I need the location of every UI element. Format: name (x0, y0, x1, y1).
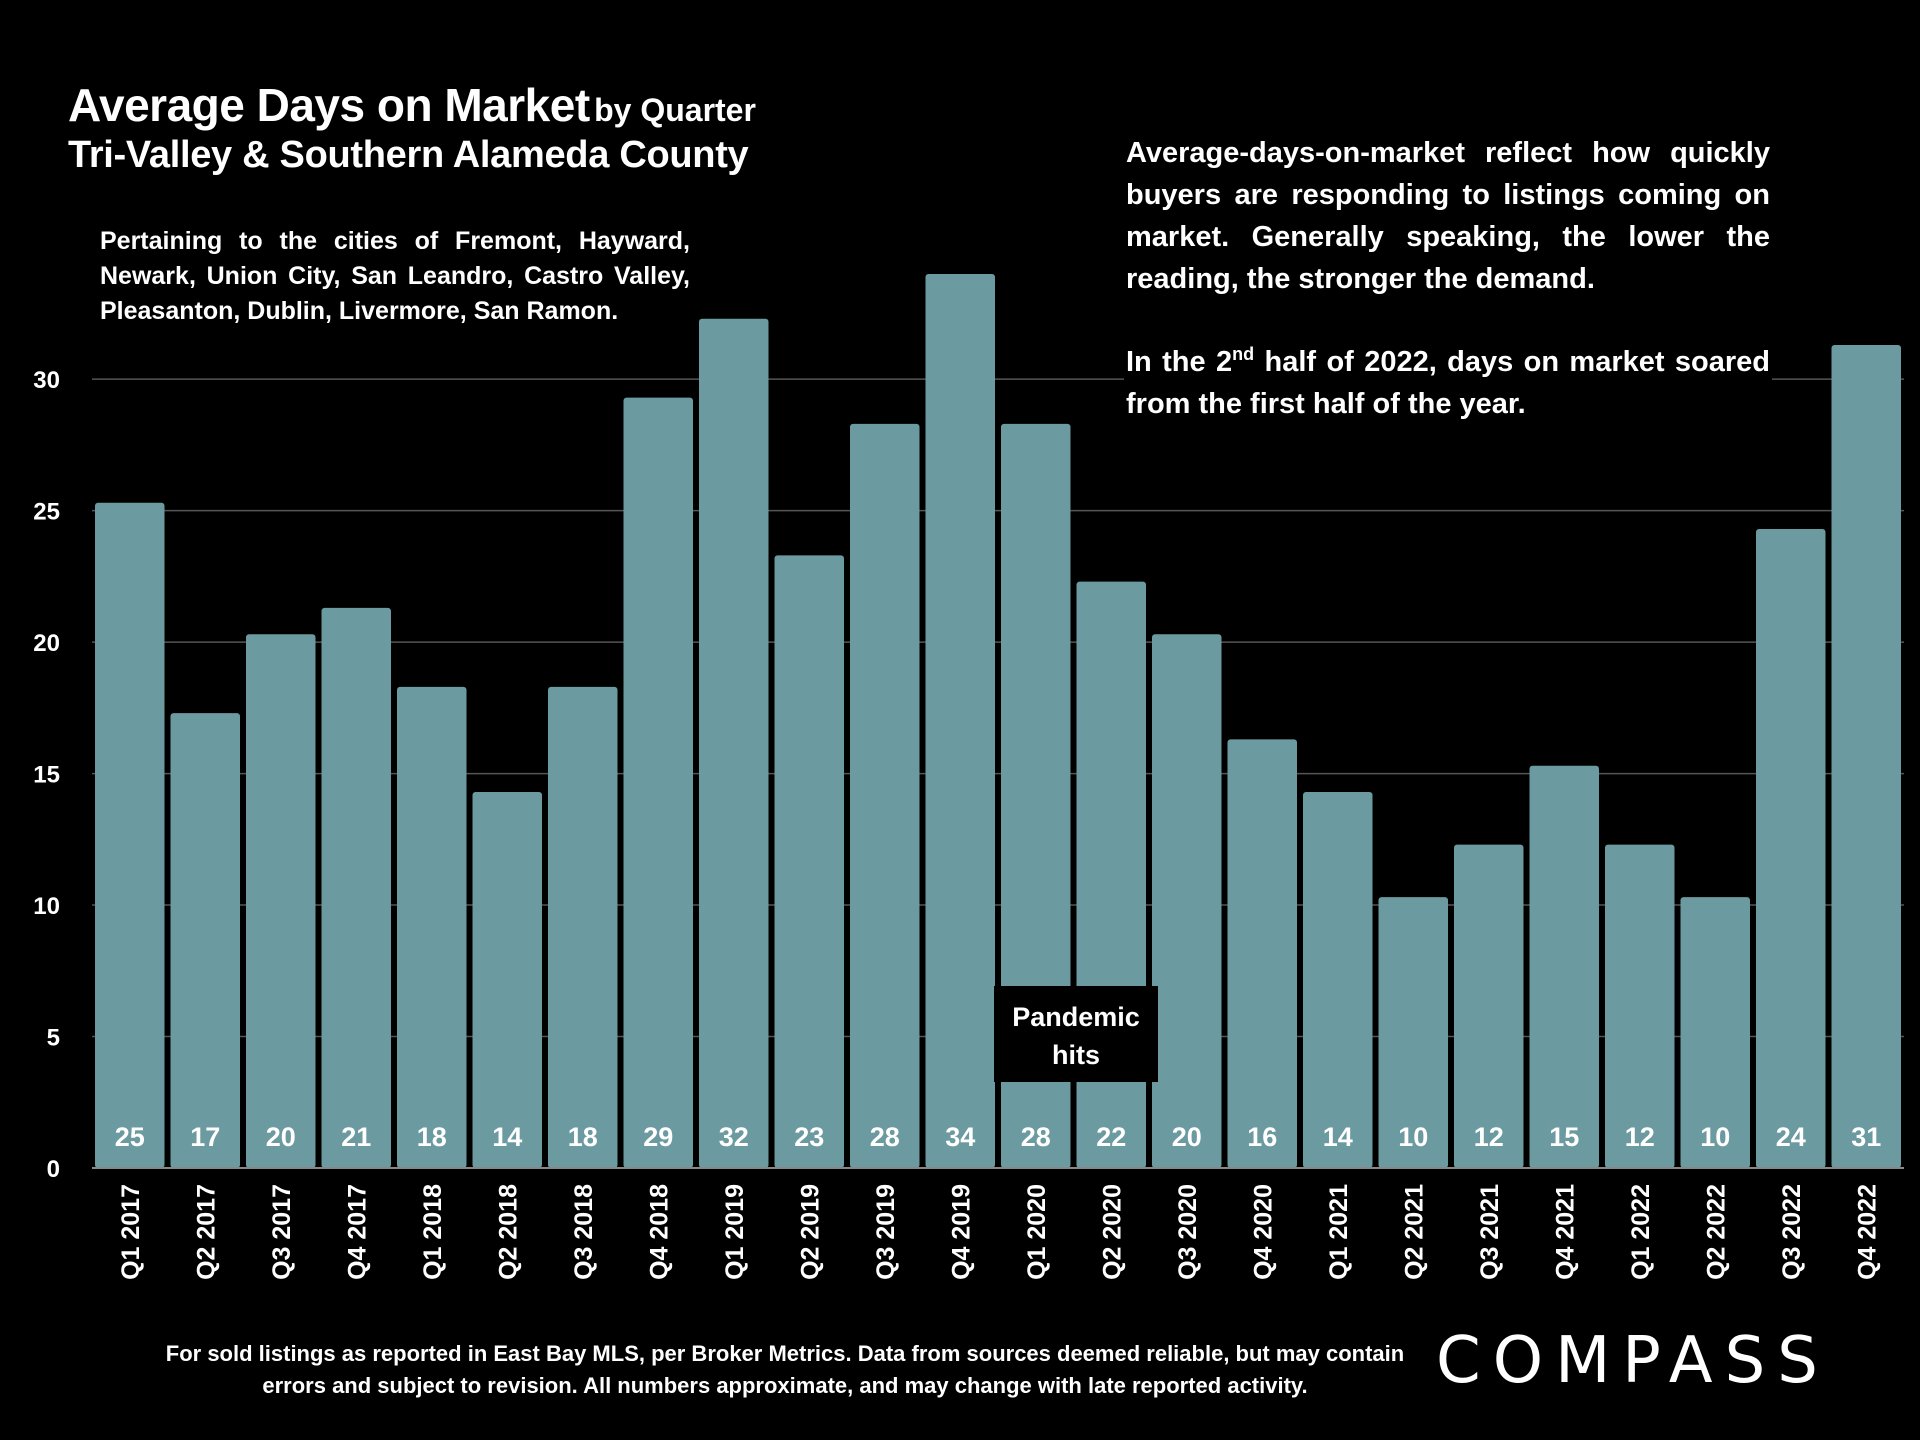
y-tick-label: 30 (33, 367, 60, 394)
explanation-paragraph-1: Average-days-on-market reflect how quick… (1126, 137, 1770, 295)
x-tick-label: Q3 2019 (872, 1184, 900, 1280)
bar-q1-2018 (397, 686, 467, 1168)
bar-value-label: 25 (115, 1122, 145, 1152)
bar-value-label: 14 (492, 1122, 522, 1152)
bar-value-label: 10 (1700, 1122, 1730, 1152)
bar-q2-2018 (472, 791, 542, 1168)
bar-value-label: 10 (1398, 1122, 1428, 1152)
x-tick-label: Q1 2019 (721, 1184, 749, 1280)
x-tick-label: Q2 2018 (494, 1184, 522, 1280)
bar-q3-2020 (1152, 634, 1222, 1168)
bar-q4-2019 (925, 274, 995, 1168)
bar-q4-2018 (623, 397, 693, 1168)
bar-value-label: 17 (190, 1122, 220, 1152)
bar-q4-2021 (1529, 765, 1599, 1168)
x-tick-label: Q3 2018 (570, 1184, 598, 1280)
explanation-text: Average-days-on-market reflect how quick… (1124, 132, 1772, 425)
pandemic-line-1: Pandemic (1012, 1002, 1140, 1032)
bar-q3-2017 (246, 634, 316, 1168)
x-tick-label: Q1 2020 (1023, 1184, 1051, 1280)
explanation-p2-sup: nd (1232, 344, 1255, 364)
y-axis-ticks: 0 5 10 15 20 25 30 (33, 367, 60, 1183)
bar-q4-2020 (1227, 739, 1297, 1168)
x-tick-label: Q2 2022 (1702, 1184, 1730, 1280)
x-tick-label: Q1 2018 (419, 1184, 447, 1280)
x-axis-ticks: Q1 2017 Q2 2017 Q3 2017 Q4 2017 Q1 2018 Q2 20… (117, 1184, 1882, 1280)
y-tick-label: 20 (33, 630, 60, 657)
x-tick-label: Q2 2021 (1400, 1184, 1428, 1280)
x-tick-label: Q2 2019 (796, 1184, 824, 1280)
cities-note: Pertaining to the cities of Fremont, Hay… (100, 224, 690, 329)
bar-q3-2022 (1756, 529, 1826, 1168)
bar-value-label: 18 (568, 1122, 598, 1152)
x-tick-label: Q4 2017 (343, 1184, 371, 1280)
explanation-p2-after: half of 2022, days on market soared from… (1126, 346, 1770, 420)
bar-value-label: 22 (1096, 1122, 1126, 1152)
bar-value-label: 32 (719, 1122, 749, 1152)
bar-value-label: 28 (870, 1122, 900, 1152)
title-region: Tri-Valley & Southern Alameda County (68, 134, 749, 176)
gridlines (92, 378, 1904, 1038)
title-suffix: by Quarter (594, 92, 756, 128)
chart-title: Average Days on Market by Quarter Tri-Va… (68, 78, 756, 177)
x-tick-label: Q1 2022 (1627, 1184, 1655, 1280)
bar-value-label: 21 (341, 1122, 371, 1152)
x-tick-label: Q3 2022 (1778, 1184, 1806, 1280)
bar-value-label: 20 (266, 1122, 296, 1152)
x-tick-label: Q4 2020 (1249, 1184, 1277, 1280)
bar-q1-2019 (699, 318, 769, 1168)
bar-q2-2022 (1680, 897, 1750, 1168)
bar-value-label: 12 (1625, 1122, 1655, 1152)
bar-q1-2020 (1001, 423, 1071, 1168)
bar-value-label: 18 (417, 1122, 447, 1152)
bar-q4-2017 (321, 607, 391, 1168)
y-tick-label: 15 (33, 762, 60, 789)
bar-q3-2019 (850, 423, 920, 1168)
bar-value-label: 29 (643, 1122, 673, 1152)
x-tick-label: Q3 2017 (268, 1184, 296, 1280)
bar-value-label: 16 (1247, 1122, 1277, 1152)
x-tick-label: Q2 2017 (192, 1184, 220, 1280)
explanation-paragraph-2: In the 2nd half of 2022, days on market … (1126, 341, 1770, 425)
y-tick-label: 0 (47, 1156, 60, 1183)
bar-q1-2021 (1303, 791, 1373, 1168)
bar-value-label: 24 (1776, 1122, 1806, 1152)
bar-value-label: 31 (1851, 1122, 1881, 1152)
bar-value-label: 34 (945, 1122, 975, 1152)
footnote: For sold listings as reported in East Ba… (165, 1341, 1405, 1398)
bar-value-label: 28 (1021, 1122, 1051, 1152)
bar-q3-2021 (1454, 844, 1524, 1168)
y-tick-label: 25 (33, 499, 60, 526)
pandemic-annotation: Pandemic hits (994, 986, 1158, 1082)
explanation-p2-before: In the 2 (1126, 346, 1233, 378)
compass-logo: COMPASS (1436, 1324, 1830, 1398)
x-tick-label: Q1 2021 (1325, 1184, 1353, 1280)
x-tick-label: Q1 2017 (117, 1184, 145, 1280)
bar-q2-2019 (774, 555, 844, 1168)
bar-value-label: 15 (1549, 1122, 1579, 1152)
x-tick-label: Q4 2018 (645, 1184, 673, 1280)
x-tick-label: Q3 2021 (1476, 1184, 1504, 1280)
title-main: Average Days on Market (68, 79, 590, 131)
bar-q1-2022 (1605, 844, 1675, 1168)
bar-q1-2017 (95, 502, 165, 1169)
bar-value-label: 14 (1323, 1122, 1353, 1152)
y-tick-label: 10 (33, 893, 60, 920)
x-tick-label: Q4 2022 (1853, 1184, 1881, 1280)
bar-value-label: 12 (1474, 1122, 1504, 1152)
pandemic-line-2: hits (1051, 1040, 1100, 1070)
x-tick-label: Q3 2020 (1174, 1184, 1202, 1280)
bar-q2-2017 (170, 713, 240, 1168)
bar-q4-2022 (1831, 344, 1901, 1168)
bar-q3-2018 (548, 686, 618, 1168)
bar-value-label: 20 (1172, 1122, 1202, 1152)
bar-q2-2021 (1378, 897, 1448, 1168)
y-tick-label: 5 (47, 1025, 60, 1052)
x-tick-label: Q2 2020 (1098, 1184, 1126, 1280)
x-tick-label: Q4 2019 (947, 1184, 975, 1280)
bar-value-label: 23 (794, 1122, 824, 1152)
x-tick-label: Q4 2021 (1551, 1184, 1579, 1280)
